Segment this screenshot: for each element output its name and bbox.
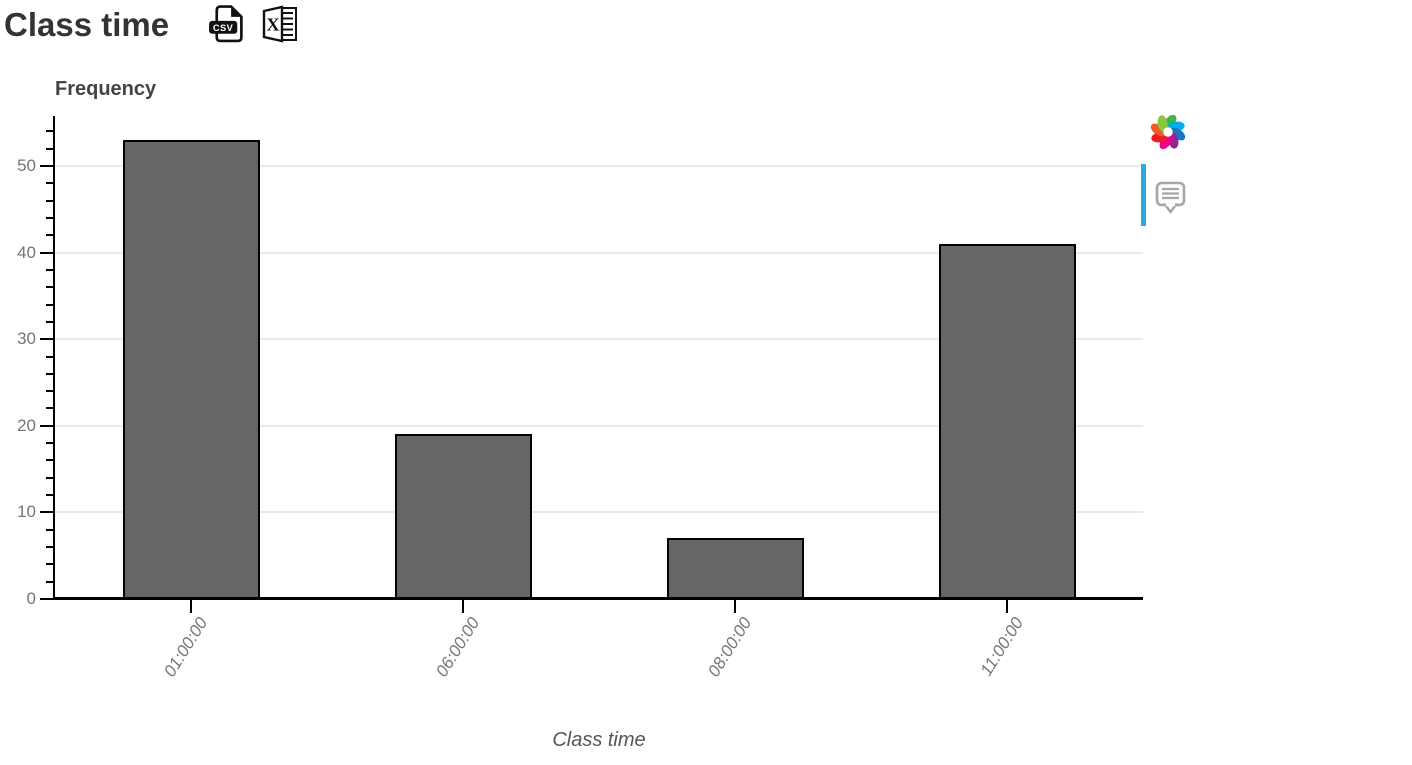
bar-01:00:00[interactable] [122,140,260,599]
y-tick-label-40: 40 [17,242,36,262]
speech-bubble-icon [1155,181,1187,220]
y-major-tick-40 [40,251,55,254]
y-minor-tick-38 [46,268,55,271]
y-minor-tick-46 [46,199,55,202]
export-csv-button[interactable]: CSV [207,4,245,44]
x-tick-08:00:00 [734,600,736,613]
plot-area [55,117,1143,599]
excel-file-icon: X [262,5,300,47]
gridline-y50 [55,165,1143,167]
x-tick-label-06:00:00: 06:00:00 [431,614,484,681]
y-minor-tick-44 [46,216,55,219]
y-minor-tick-32 [46,320,55,323]
y-minor-tick-4 [46,563,55,566]
y-minor-tick-14 [46,476,55,479]
svg-text:CSV: CSV [212,23,233,33]
csv-file-icon: CSV [208,5,245,46]
x-axis-title: Class time [552,729,646,751]
y-minor-tick-26 [46,372,55,375]
y-major-tick-10 [40,511,55,514]
x-tick-label-11:00:00: 11:00:00 [976,614,1028,680]
pinwheel-logo-icon [1149,112,1187,157]
comment-button[interactable] [1155,181,1187,217]
y-minor-tick-42 [46,234,55,237]
y-minor-tick-12 [46,494,55,497]
y-minor-tick-28 [46,355,55,358]
x-tick-11:00:00 [1006,600,1008,613]
bar-06:00:00[interactable] [394,434,532,599]
y-major-tick-50 [40,165,55,167]
y-tick-label-0: 0 [26,589,36,608]
y-axis-title: Frequency [55,78,157,100]
gridline-y20 [55,424,1143,427]
y-minor-tick-18 [46,442,55,445]
page-title: Class time [4,6,170,43]
gridline-y40 [55,251,1143,254]
y-minor-tick-24 [46,390,55,393]
y-minor-tick-48 [46,182,55,185]
x-axis-line [53,597,1143,600]
x-tick-06:00:00 [462,600,464,613]
x-tick-label-08:00:00: 08:00:00 [703,614,756,681]
gridline-y30 [55,338,1143,341]
y-minor-tick-6 [46,546,55,549]
x-tick-label-01:00:00: 01:00:00 [159,614,212,681]
y-tick-label-50: 50 [17,156,36,175]
bar-11:00:00[interactable] [938,243,1076,599]
y-tick-label-10: 10 [17,502,36,522]
gridline-y10 [55,511,1143,514]
y-minor-tick-52 [46,147,55,150]
y-minor-tick-54 [46,130,55,133]
bar-08:00:00[interactable] [666,538,804,599]
y-minor-tick-8 [46,528,55,531]
y-minor-tick-22 [46,407,55,410]
side-scrollbar-thumb[interactable] [1141,164,1146,226]
y-minor-tick-2 [46,580,55,583]
y-tick-label-30: 30 [17,329,36,349]
y-major-tick-20 [40,424,55,427]
y-minor-tick-36 [46,286,55,289]
y-minor-tick-34 [46,303,55,306]
export-excel-button[interactable]: X [262,4,300,44]
x-tick-01:00:00 [190,600,192,613]
y-minor-tick-16 [46,459,55,462]
y-major-tick-30 [40,338,55,341]
svg-text:X: X [267,15,280,35]
y-major-tick-0 [40,598,55,600]
y-tick-label-20: 20 [17,415,36,435]
